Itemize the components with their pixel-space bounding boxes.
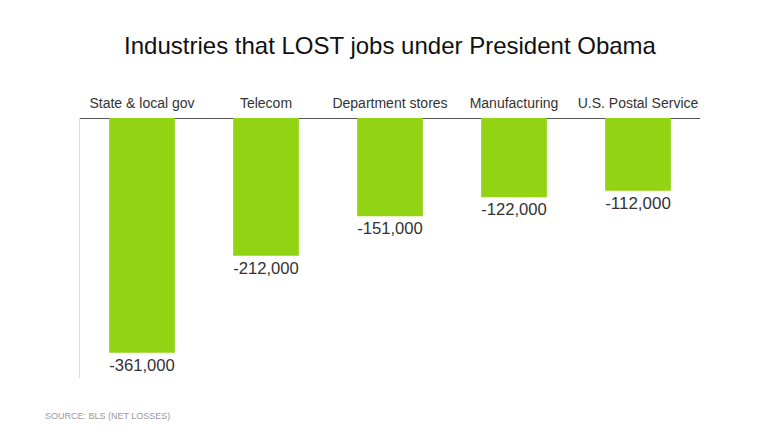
svg-text:-122,000: -122,000 [481, 200, 547, 219]
svg-text:-361,000: -361,000 [109, 356, 175, 375]
svg-text:Industries that LOST jobs unde: Industries that LOST jobs under Presiden… [124, 32, 656, 59]
svg-text:SOURCE: BLS (NET LOSSES): SOURCE: BLS (NET LOSSES) [45, 411, 170, 421]
svg-text:U.S. Postal Service: U.S. Postal Service [578, 95, 699, 111]
svg-text:-212,000: -212,000 [233, 259, 299, 278]
svg-text:-112,000: -112,000 [605, 194, 671, 213]
svg-text:Telecom: Telecom [240, 95, 292, 111]
svg-text:State & local gov: State & local gov [89, 95, 194, 111]
svg-text:Manufacturing: Manufacturing [470, 95, 559, 111]
svg-text:-151,000: -151,000 [357, 219, 423, 238]
svg-text:Department stores: Department stores [332, 95, 447, 111]
